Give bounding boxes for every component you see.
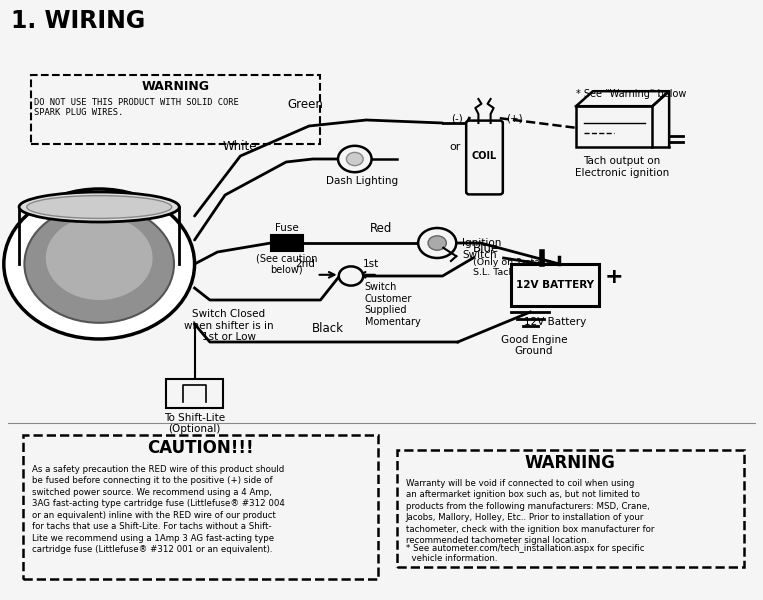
Text: Black: Black: [312, 322, 344, 335]
FancyBboxPatch shape: [271, 235, 303, 251]
Text: Warranty will be void if connected to coil when using
an aftermarket ignition bo: Warranty will be void if connected to co…: [406, 479, 655, 545]
Text: Blue: Blue: [473, 242, 499, 255]
Text: (-): (-): [452, 113, 463, 123]
FancyBboxPatch shape: [466, 121, 503, 194]
Text: or: or: [450, 142, 461, 152]
Circle shape: [346, 152, 363, 166]
Circle shape: [338, 146, 372, 172]
FancyBboxPatch shape: [397, 450, 744, 567]
Circle shape: [418, 228, 456, 258]
Text: * See "Warning" below: * See "Warning" below: [576, 89, 687, 99]
Circle shape: [428, 236, 446, 250]
Text: 12V Battery: 12V Battery: [524, 317, 586, 327]
Text: Tach output on
Electronic ignition: Tach output on Electronic ignition: [575, 156, 669, 178]
Text: Good Engine
Ground: Good Engine Ground: [501, 335, 568, 356]
Text: White: White: [223, 140, 258, 153]
Text: Red: Red: [370, 222, 393, 235]
Text: +: +: [605, 267, 623, 287]
Ellipse shape: [19, 192, 179, 222]
Circle shape: [4, 189, 195, 339]
Text: Switch Closed
when shifter is in
1st or Low: Switch Closed when shifter is in 1st or …: [184, 309, 274, 342]
Text: * See autometer.com/tech_installation.aspx for specific
  vehicle information.: * See autometer.com/tech_installation.as…: [406, 544, 645, 563]
Text: (See caution
below): (See caution below): [256, 253, 317, 275]
FancyBboxPatch shape: [23, 435, 378, 579]
Circle shape: [24, 205, 174, 323]
Text: Switch
Customer
Supplied
Momentary: Switch Customer Supplied Momentary: [365, 282, 420, 327]
Text: 2nd: 2nd: [295, 259, 315, 269]
Text: (+): (+): [506, 113, 523, 123]
Circle shape: [46, 216, 153, 300]
Text: COIL: COIL: [472, 151, 497, 161]
Text: WARNING: WARNING: [525, 454, 616, 472]
Text: (Only on 2-stage
S.L. Tachs): (Only on 2-stage S.L. Tachs): [473, 258, 552, 277]
Text: Dash Lighting: Dash Lighting: [327, 176, 398, 186]
FancyBboxPatch shape: [31, 75, 320, 144]
Circle shape: [339, 266, 363, 286]
Text: CAUTION!!!: CAUTION!!!: [147, 439, 253, 457]
FancyBboxPatch shape: [511, 264, 599, 306]
Text: 12V BATTERY: 12V BATTERY: [516, 280, 594, 290]
Text: Ignition
Switch: Ignition Switch: [462, 238, 502, 260]
Text: WARNING: WARNING: [141, 80, 210, 93]
Text: 1. WIRING: 1. WIRING: [11, 9, 146, 33]
Text: Fuse: Fuse: [275, 223, 299, 233]
Ellipse shape: [27, 196, 172, 218]
FancyBboxPatch shape: [166, 379, 223, 408]
Text: Green: Green: [287, 98, 324, 111]
Text: DO NOT USE THIS PRODUCT WITH SOLID CORE
SPARK PLUG WIRES.: DO NOT USE THIS PRODUCT WITH SOLID CORE …: [34, 98, 239, 117]
Text: 1st: 1st: [362, 259, 378, 269]
FancyBboxPatch shape: [576, 106, 652, 147]
Text: As a safety precaution the RED wire of this product should
be fused before conne: As a safety precaution the RED wire of t…: [32, 465, 285, 554]
Text: To Shift-Lite
(Optional): To Shift-Lite (Optional): [164, 413, 225, 434]
